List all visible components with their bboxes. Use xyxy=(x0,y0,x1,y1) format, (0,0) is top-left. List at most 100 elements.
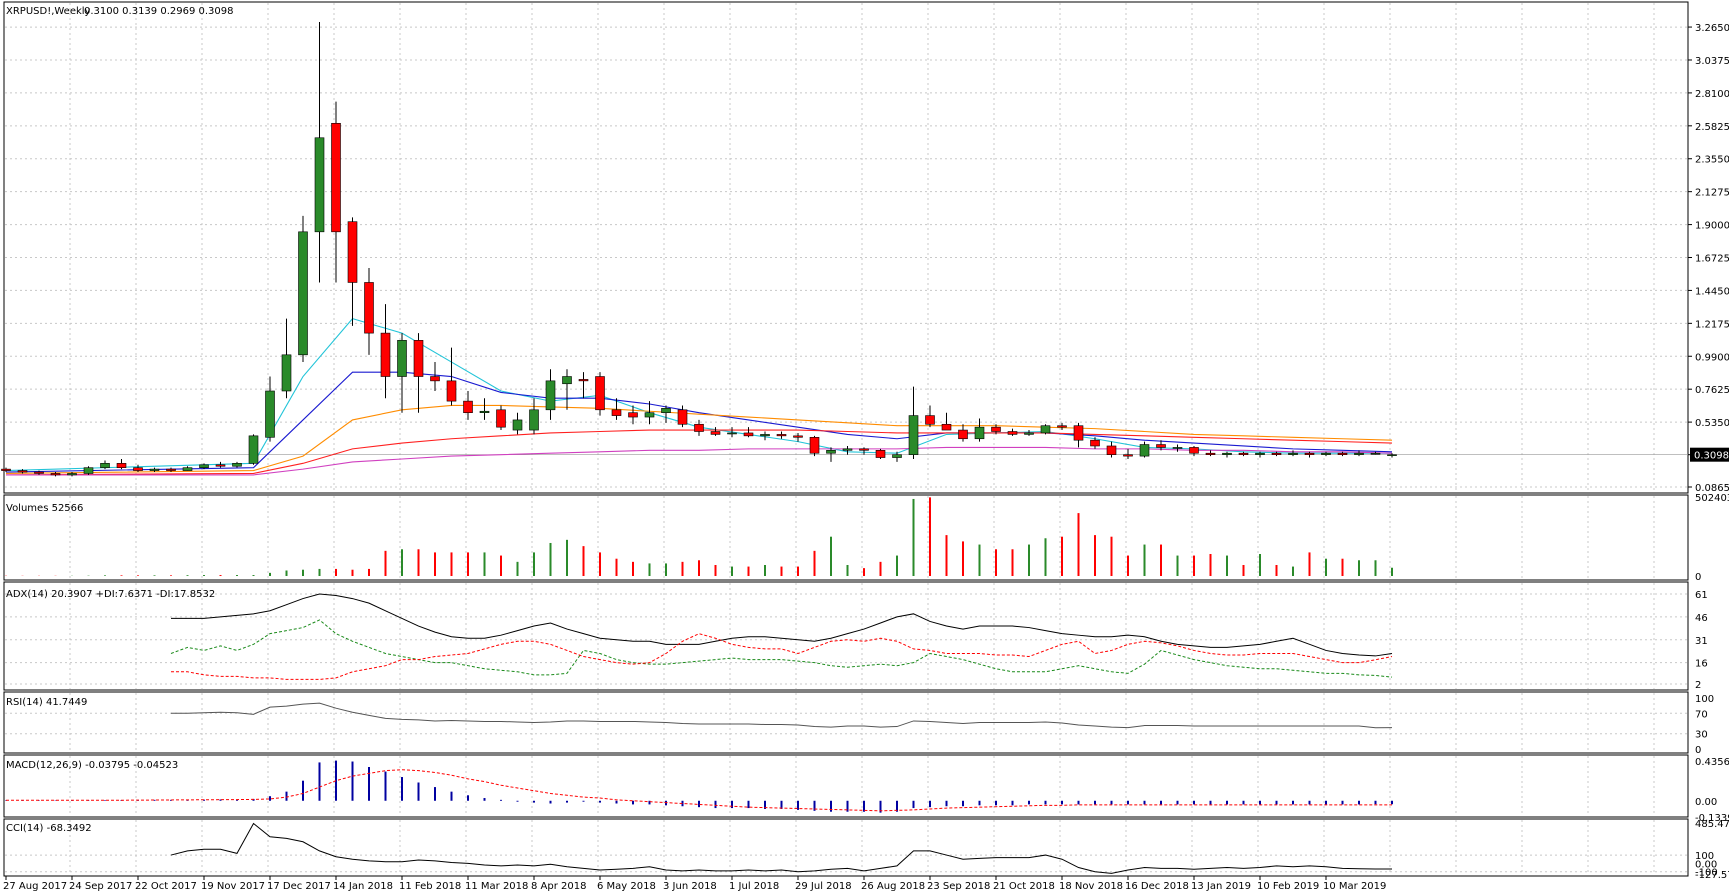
candle-body xyxy=(215,464,226,467)
cci-pane-label: CCI(14) -68.3492 xyxy=(6,823,92,834)
candle-body xyxy=(1304,452,1315,455)
candle-body xyxy=(875,450,886,458)
price-tick-label: 0.9900 xyxy=(1695,352,1729,363)
cci-line xyxy=(170,822,1392,874)
macd-axis-label: -0.13399 xyxy=(1695,813,1729,824)
last-price-label: 0.3098 xyxy=(1694,451,1729,462)
price-tick-label: 0.5350 xyxy=(1695,418,1729,429)
price-tick-label: 2.1275 xyxy=(1695,188,1729,199)
rsi-pane-label: RSI(14) 41.7449 xyxy=(6,697,87,708)
candle-body xyxy=(1156,444,1166,448)
pane-frame-price xyxy=(3,1,1689,494)
candle-body xyxy=(1222,452,1232,455)
candle-body xyxy=(562,376,572,385)
candle-body xyxy=(446,380,457,402)
candle-body xyxy=(1370,452,1381,455)
candle-body xyxy=(83,467,94,474)
candle-body xyxy=(1172,447,1183,449)
rsi-axis-label: 30 xyxy=(1695,730,1708,741)
date-tick-label: 19 Nov 2017 xyxy=(201,881,265,892)
macd-axis-label: 0.00 xyxy=(1695,797,1717,808)
adx-axis-label: 31 xyxy=(1695,636,1708,647)
candle-body xyxy=(1007,431,1018,435)
price-tick-label: 2.3550 xyxy=(1695,155,1729,166)
adx-pane-label: ADX(14) 20.3907 +DI:7.6371 -DI:17.8532 xyxy=(6,589,215,600)
candle-body xyxy=(149,468,160,471)
candle-body xyxy=(760,434,770,437)
pane-frame-vol xyxy=(3,494,1689,581)
candle-body xyxy=(1354,452,1364,455)
candle-body xyxy=(1271,452,1282,455)
candle-body xyxy=(743,432,754,437)
chart-header-ohlc: 0.3100 0.3139 0.2969 0.3098 xyxy=(84,6,234,17)
candle-body xyxy=(281,354,292,392)
candle-body xyxy=(397,340,407,377)
adx-line xyxy=(171,593,1393,657)
candle-body xyxy=(298,231,308,356)
candle-body xyxy=(826,450,836,454)
candle-body xyxy=(809,436,820,454)
axis-labels: 3.2650 3.0375 2.8100 2.5825 2.3550 2.1275 1.90… xyxy=(1688,23,1729,881)
candle-body xyxy=(1,468,11,471)
date-tick-label: 21 Oct 2018 xyxy=(993,881,1055,892)
candle-body xyxy=(727,432,737,435)
price-tick-label: 2.8100 xyxy=(1695,89,1729,100)
candle-body xyxy=(1238,452,1249,455)
price-tick-label: 1.4450 xyxy=(1695,286,1729,297)
moving-average-ema_fast xyxy=(5,318,1392,472)
candle-body xyxy=(595,376,605,411)
price-pane xyxy=(1,22,1688,477)
date-tick-label: 3 Jun 2018 xyxy=(663,881,717,892)
rsi-axis-label: 70 xyxy=(1695,709,1708,720)
candle-body xyxy=(694,423,704,432)
price-tick-label: 1.2175 xyxy=(1695,319,1729,330)
candle-body xyxy=(199,464,209,468)
pane-frame-adx xyxy=(3,581,1689,691)
candle-body xyxy=(859,448,869,451)
date-tick-label: 18 Nov 2018 xyxy=(1059,881,1123,892)
candle-body xyxy=(364,282,374,334)
candle-body xyxy=(892,454,902,458)
candle-body xyxy=(479,410,490,413)
date-tick-label: 29 Jul 2018 xyxy=(795,881,852,892)
candle-body xyxy=(925,415,935,425)
candle-body xyxy=(1255,452,1265,455)
candle-body xyxy=(908,415,919,455)
di-plus-line xyxy=(170,619,1393,678)
macd-pane xyxy=(5,760,1393,813)
candle-body xyxy=(644,412,655,418)
date-tick-label: 23 Sep 2018 xyxy=(927,881,990,892)
candle-body xyxy=(248,435,259,464)
date-axis: 27 Aug 2017 24 Sep 2017 22 Oct 2017 19 Nov … xyxy=(3,876,1386,892)
date-tick-label: 1 Jul 2018 xyxy=(729,881,779,892)
date-tick-label: 24 Sep 2017 xyxy=(69,881,132,892)
volume-pane xyxy=(5,497,1393,576)
candle-body xyxy=(529,409,539,431)
date-tick-label: 16 Dec 2018 xyxy=(1125,881,1189,892)
candle-body xyxy=(512,419,523,431)
candle-body xyxy=(100,463,110,468)
date-tick-label: 11 Mar 2018 xyxy=(465,881,528,892)
candle-body xyxy=(628,412,638,418)
candle-body xyxy=(1057,425,1067,428)
candle-body xyxy=(166,468,176,471)
candle-body xyxy=(842,448,853,451)
macd-axis-label: 0.43563 xyxy=(1695,757,1729,768)
candle-body xyxy=(661,408,671,413)
candle-body xyxy=(1073,425,1084,441)
candle-body xyxy=(463,400,473,413)
moving-average-ema_red xyxy=(5,429,1393,476)
price-tick-label: 2.5825 xyxy=(1695,122,1729,133)
candle-body xyxy=(1040,425,1051,434)
date-tick-label: 10 Mar 2019 xyxy=(1323,881,1386,892)
price-tick-label: 3.0375 xyxy=(1695,56,1729,67)
cci-axis-label: 0.00 xyxy=(1695,859,1717,870)
candle-body xyxy=(1090,439,1100,447)
candle-body xyxy=(50,473,61,476)
adx-axis-label: 46 xyxy=(1695,613,1708,624)
candle-body xyxy=(1139,444,1150,457)
price-tick-label: 0.7625 xyxy=(1695,385,1729,396)
date-tick-label: 27 Aug 2017 xyxy=(3,881,67,892)
macd-pane-label: MACD(12,26,9) -0.03795 -0.04523 xyxy=(6,760,178,771)
candle-body xyxy=(991,426,1001,432)
